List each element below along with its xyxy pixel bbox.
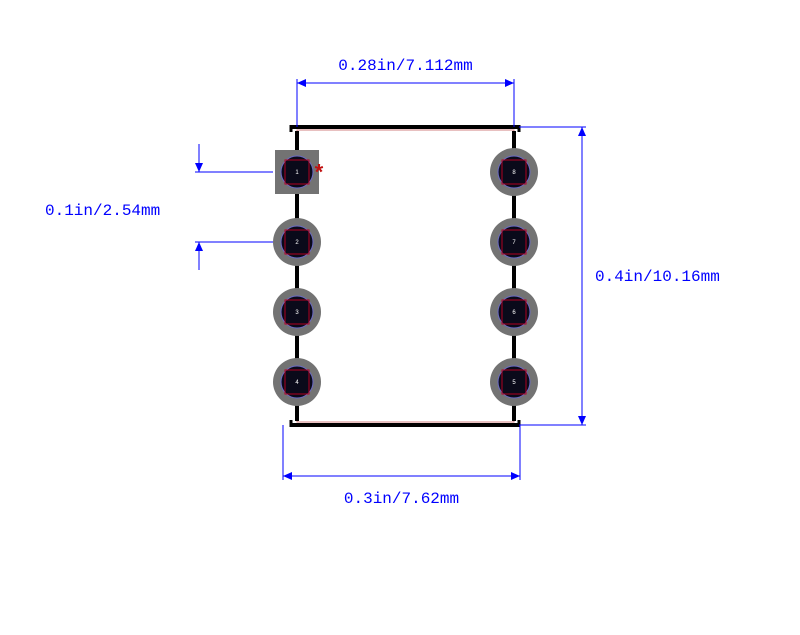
pin-5: 5 [490,358,538,406]
pin-8: 8 [490,148,538,196]
footprint-drawing: 1* 2 3 4 5 6 7 8 0.28in/7.112mm 0.3in/7.62mm 0.4in… [0,0,800,635]
dim-bottom-width: 0.3in/7.62mm [344,490,459,508]
pin-1: 1* [275,150,326,194]
dim-pitch: 0.1in/2.54mm [45,202,160,220]
pin-2: 2 [273,218,321,266]
dim-top-width: 0.28in/7.112mm [338,57,472,75]
pin-3: 3 [273,288,321,336]
pin-6: 6 [490,288,538,336]
pin-7: 7 [490,218,538,266]
pin-4: 4 [273,358,321,406]
dim-height: 0.4in/10.16mm [595,268,720,286]
pin1-marker: * [312,162,325,187]
